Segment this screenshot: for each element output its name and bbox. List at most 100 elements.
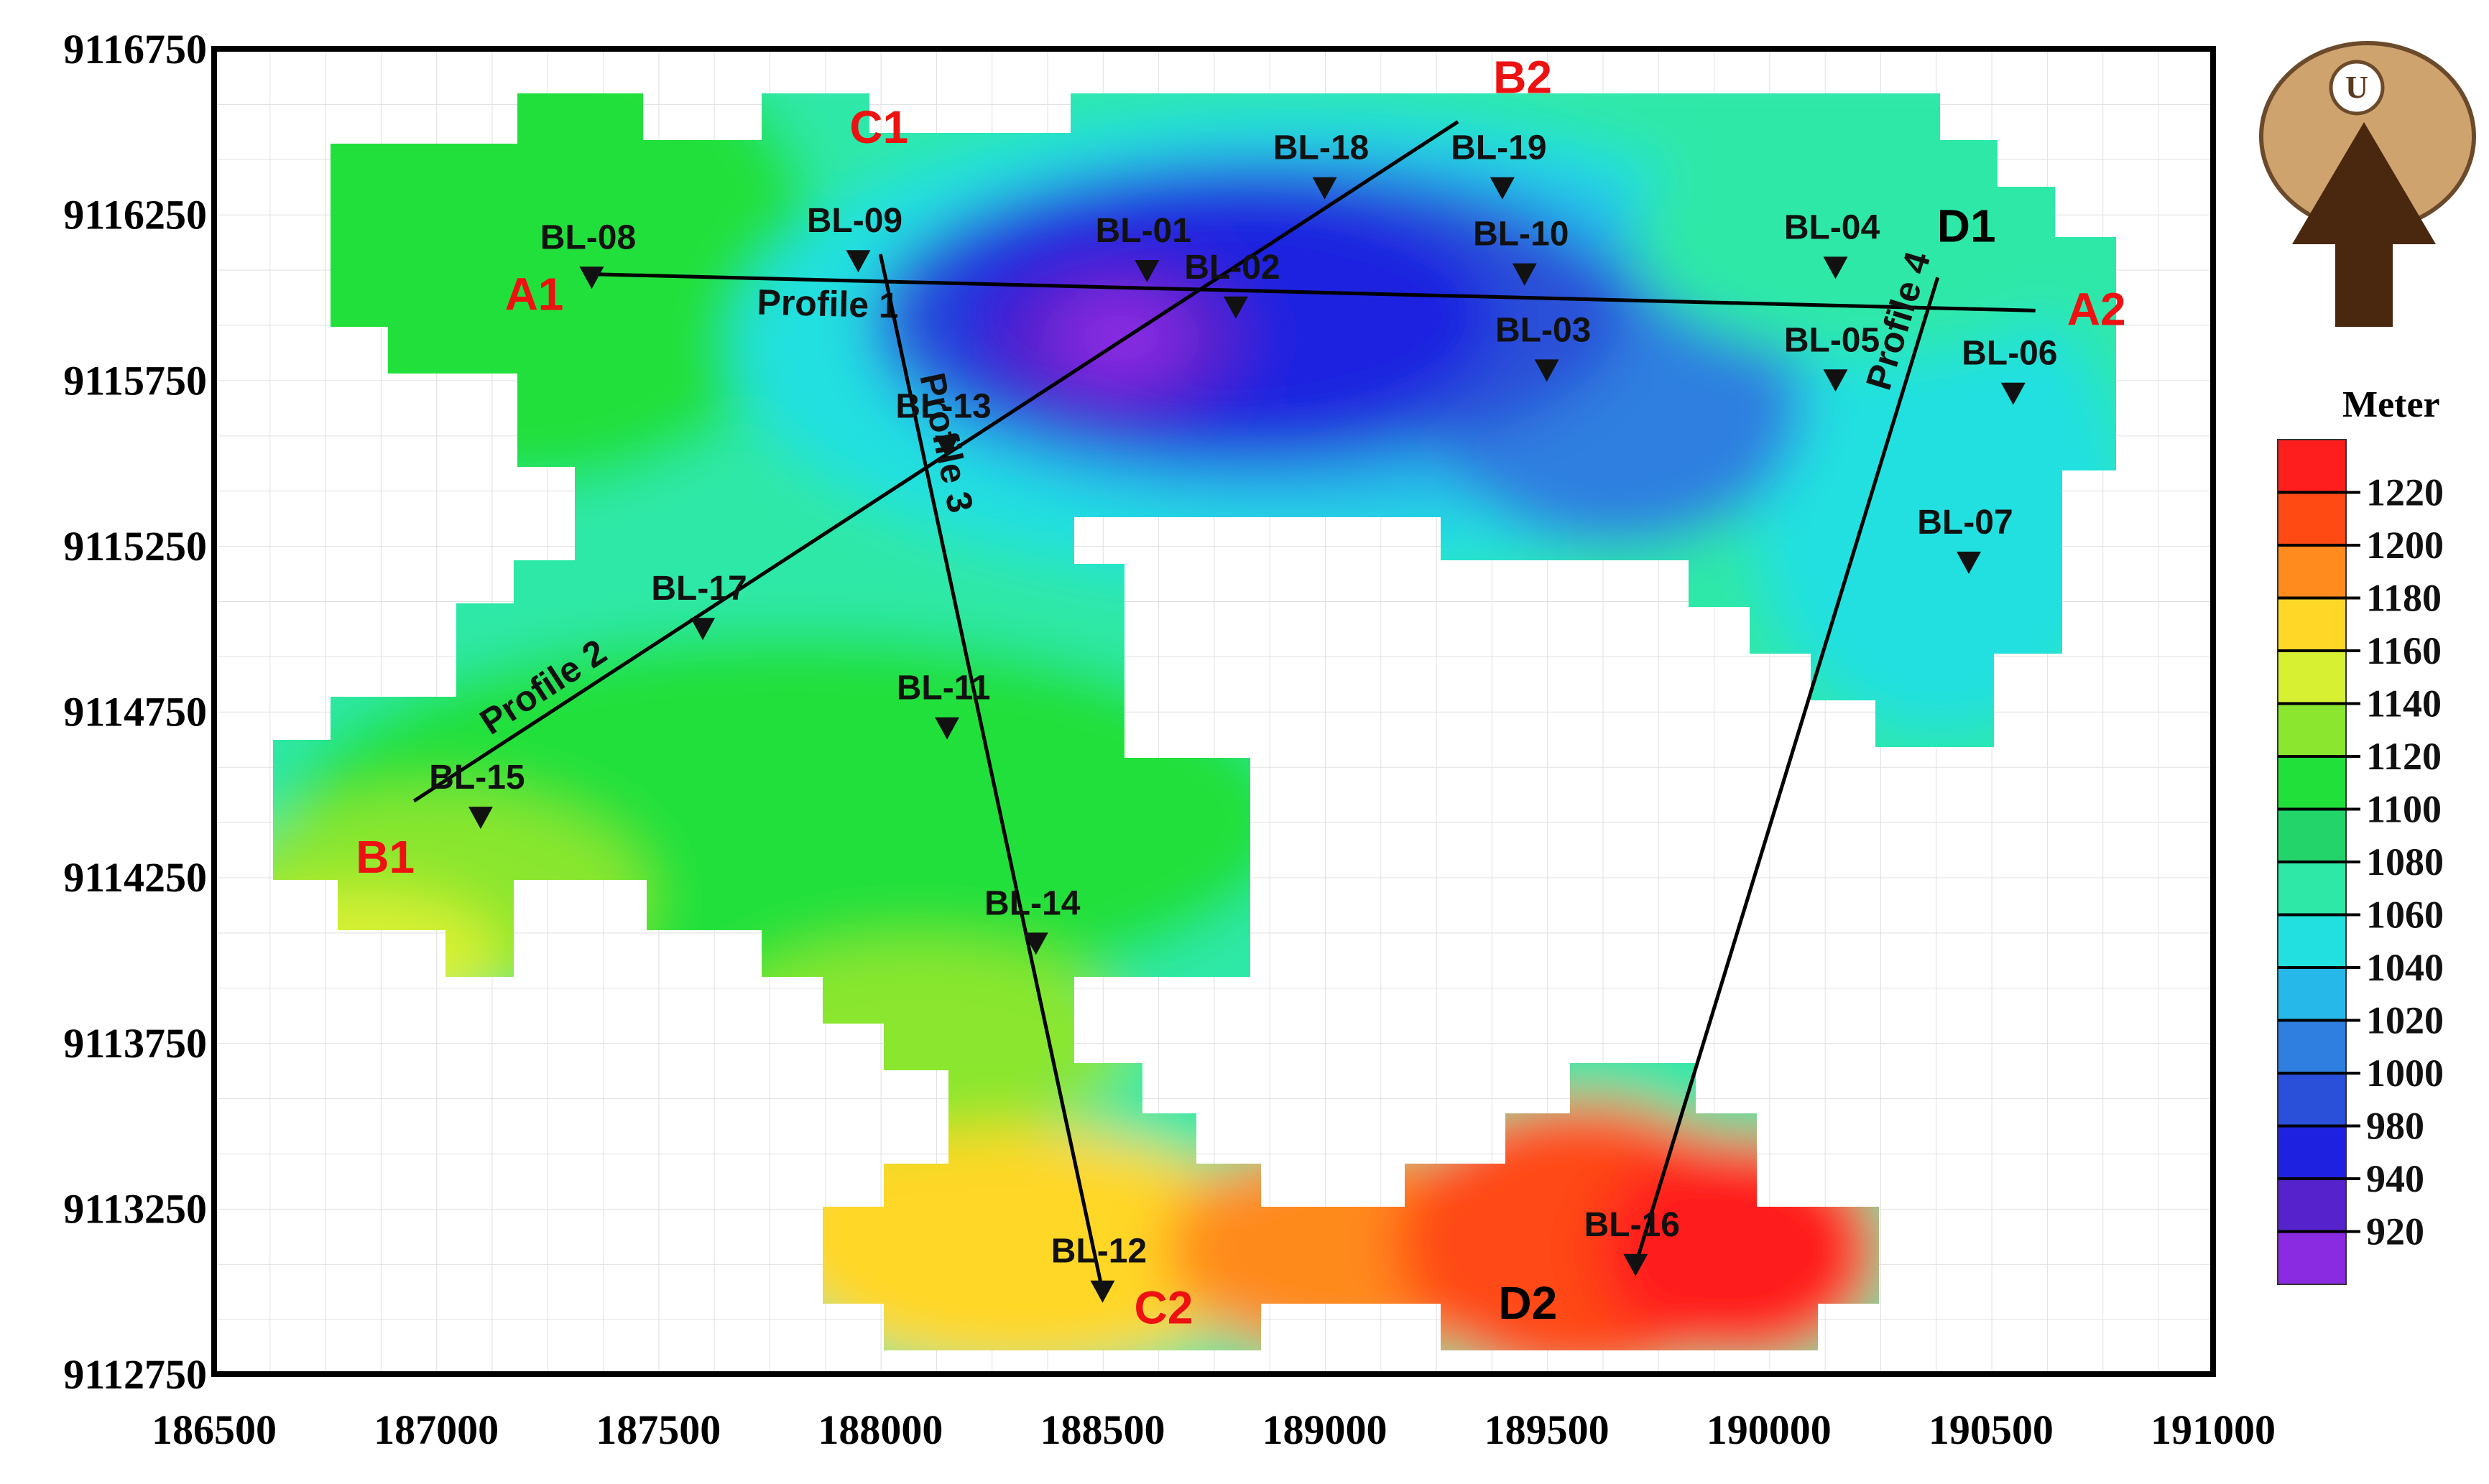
profile-end-label: A2 xyxy=(2067,283,2126,335)
station-marker xyxy=(1312,177,1337,200)
y-tick-label: 9114250 xyxy=(63,854,207,901)
x-tick-label: 186500 xyxy=(152,1406,277,1453)
x-tick-label: 187500 xyxy=(596,1406,721,1453)
station-marker xyxy=(1623,1253,1648,1276)
station-label: BL-18 xyxy=(1273,129,1369,167)
station-marker xyxy=(1490,177,1515,200)
north-arrow: U xyxy=(2259,41,2476,327)
y-tick-label: 9113250 xyxy=(63,1185,207,1232)
profile-end-label: C2 xyxy=(1135,1282,1193,1334)
profile-line xyxy=(878,254,1104,1292)
profile-label-group: Profile 1 xyxy=(757,282,900,325)
legend-label: 1040 xyxy=(2366,946,2444,989)
profile-end-label: C1 xyxy=(849,101,908,153)
legend-title: Meter xyxy=(2342,384,2440,425)
legend-swatches xyxy=(2277,439,2360,1285)
x-tick-label: 187000 xyxy=(374,1406,499,1453)
x-tick-label: 191000 xyxy=(2151,1406,2276,1453)
legend-label: 1080 xyxy=(2366,840,2444,884)
station-label: BL-08 xyxy=(540,218,636,256)
station-marker xyxy=(1534,359,1559,382)
station-label: BL-12 xyxy=(1051,1233,1147,1271)
legend-label: 1180 xyxy=(2366,577,2442,620)
station-marker xyxy=(579,266,604,289)
y-tick-label: 9114750 xyxy=(63,689,207,736)
legend-label: 1200 xyxy=(2366,524,2444,567)
station-label: BL-03 xyxy=(1495,311,1591,349)
legend-label: 1000 xyxy=(2366,1052,2444,1095)
north-arrow-shape xyxy=(2292,122,2436,327)
profile-end-label: A1 xyxy=(505,269,564,320)
legend-swatch xyxy=(2277,1019,2347,1074)
x-tick-label: 188500 xyxy=(1040,1406,1165,1453)
station-marker xyxy=(846,250,871,273)
y-tick-label: 9112750 xyxy=(63,1351,207,1398)
legend-swatch xyxy=(2277,439,2347,493)
profile-line xyxy=(412,120,1459,803)
legend-label: 1160 xyxy=(2366,629,2442,672)
legend-swatch xyxy=(2277,491,2347,546)
station-label: BL-11 xyxy=(897,669,991,708)
legend-swatch xyxy=(2277,1230,2347,1285)
station-marker xyxy=(1823,256,1848,279)
y-tick-label: 9113750 xyxy=(63,1020,207,1067)
legend-label: 1060 xyxy=(2366,894,2444,937)
station-label: BL-19 xyxy=(1451,129,1546,167)
y-tick-label: 9115250 xyxy=(63,523,207,570)
station-label: BL-16 xyxy=(1584,1206,1680,1244)
y-axis: 9112750 9113250 9113750 9114250 9114750 91152… xyxy=(63,26,207,1398)
y-tick-label: 9115750 xyxy=(63,357,207,404)
station-marker xyxy=(2000,382,2026,405)
station-marker xyxy=(1023,932,1048,955)
x-axis: 186500 187000 187500 188000 188500 189000 1895… xyxy=(152,1406,2276,1453)
legend-label: 980 xyxy=(2366,1105,2424,1148)
station-marker xyxy=(1090,1280,1115,1303)
legend-swatch xyxy=(2277,808,2347,863)
legend-label: 1120 xyxy=(2366,735,2442,778)
station-label: BL-13 xyxy=(895,388,991,426)
profile-end-label: D2 xyxy=(1498,1277,1557,1329)
legend-labels: 1220 1200 1180 1160 1140 1120 1100 1080 1060 1040… xyxy=(2366,471,2444,1253)
station-label: BL-02 xyxy=(1184,249,1280,287)
legend-swatch xyxy=(2277,650,2347,705)
station-marker xyxy=(1956,551,1981,574)
station-label: BL-07 xyxy=(1917,504,2013,542)
station-label: BL-01 xyxy=(1096,212,1191,250)
plot-frame xyxy=(211,46,2216,1377)
profile-line xyxy=(591,272,2036,312)
profile-end-label: B2 xyxy=(1493,51,1552,103)
profile-end-label: D1 xyxy=(1937,200,1996,251)
legend-label: 1220 xyxy=(2366,471,2444,514)
legend-label: 940 xyxy=(2366,1157,2424,1200)
legend-swatch xyxy=(2277,597,2347,651)
x-tick-label: 190000 xyxy=(1707,1406,1832,1453)
station-label: BL-06 xyxy=(1962,335,2057,373)
station-label: BL-15 xyxy=(429,759,525,797)
station-marker xyxy=(1823,369,1848,392)
x-tick-label: 188000 xyxy=(818,1406,943,1453)
y-tick-label: 9116250 xyxy=(63,192,207,238)
station-marker xyxy=(691,618,716,641)
x-tick-label: 190500 xyxy=(1929,1406,2054,1453)
station-marker xyxy=(935,717,960,740)
legend-label: 1020 xyxy=(2366,999,2444,1042)
legend-swatch xyxy=(2277,914,2347,968)
station-marker xyxy=(1135,260,1160,283)
station-label: BL-17 xyxy=(651,570,747,608)
legend-swatch xyxy=(2277,967,2347,1021)
profile-line xyxy=(1633,277,1940,1266)
station-label: BL-04 xyxy=(1784,208,1880,246)
x-tick-label: 189500 xyxy=(1484,1406,1610,1453)
legend: Meter 1220 1200 1180 1160 1140 1120 1100 1080 10… xyxy=(2277,384,2444,1285)
legend-swatch xyxy=(2277,1072,2347,1127)
legend-label: 920 xyxy=(2366,1210,2424,1253)
legend-label: 1140 xyxy=(2366,682,2442,725)
station-label: BL-09 xyxy=(807,202,902,240)
station-marker xyxy=(935,435,960,458)
y-tick-label: 9116750 xyxy=(63,26,207,73)
legend-label: 1100 xyxy=(2366,788,2442,831)
legend-swatch xyxy=(2277,1125,2347,1179)
